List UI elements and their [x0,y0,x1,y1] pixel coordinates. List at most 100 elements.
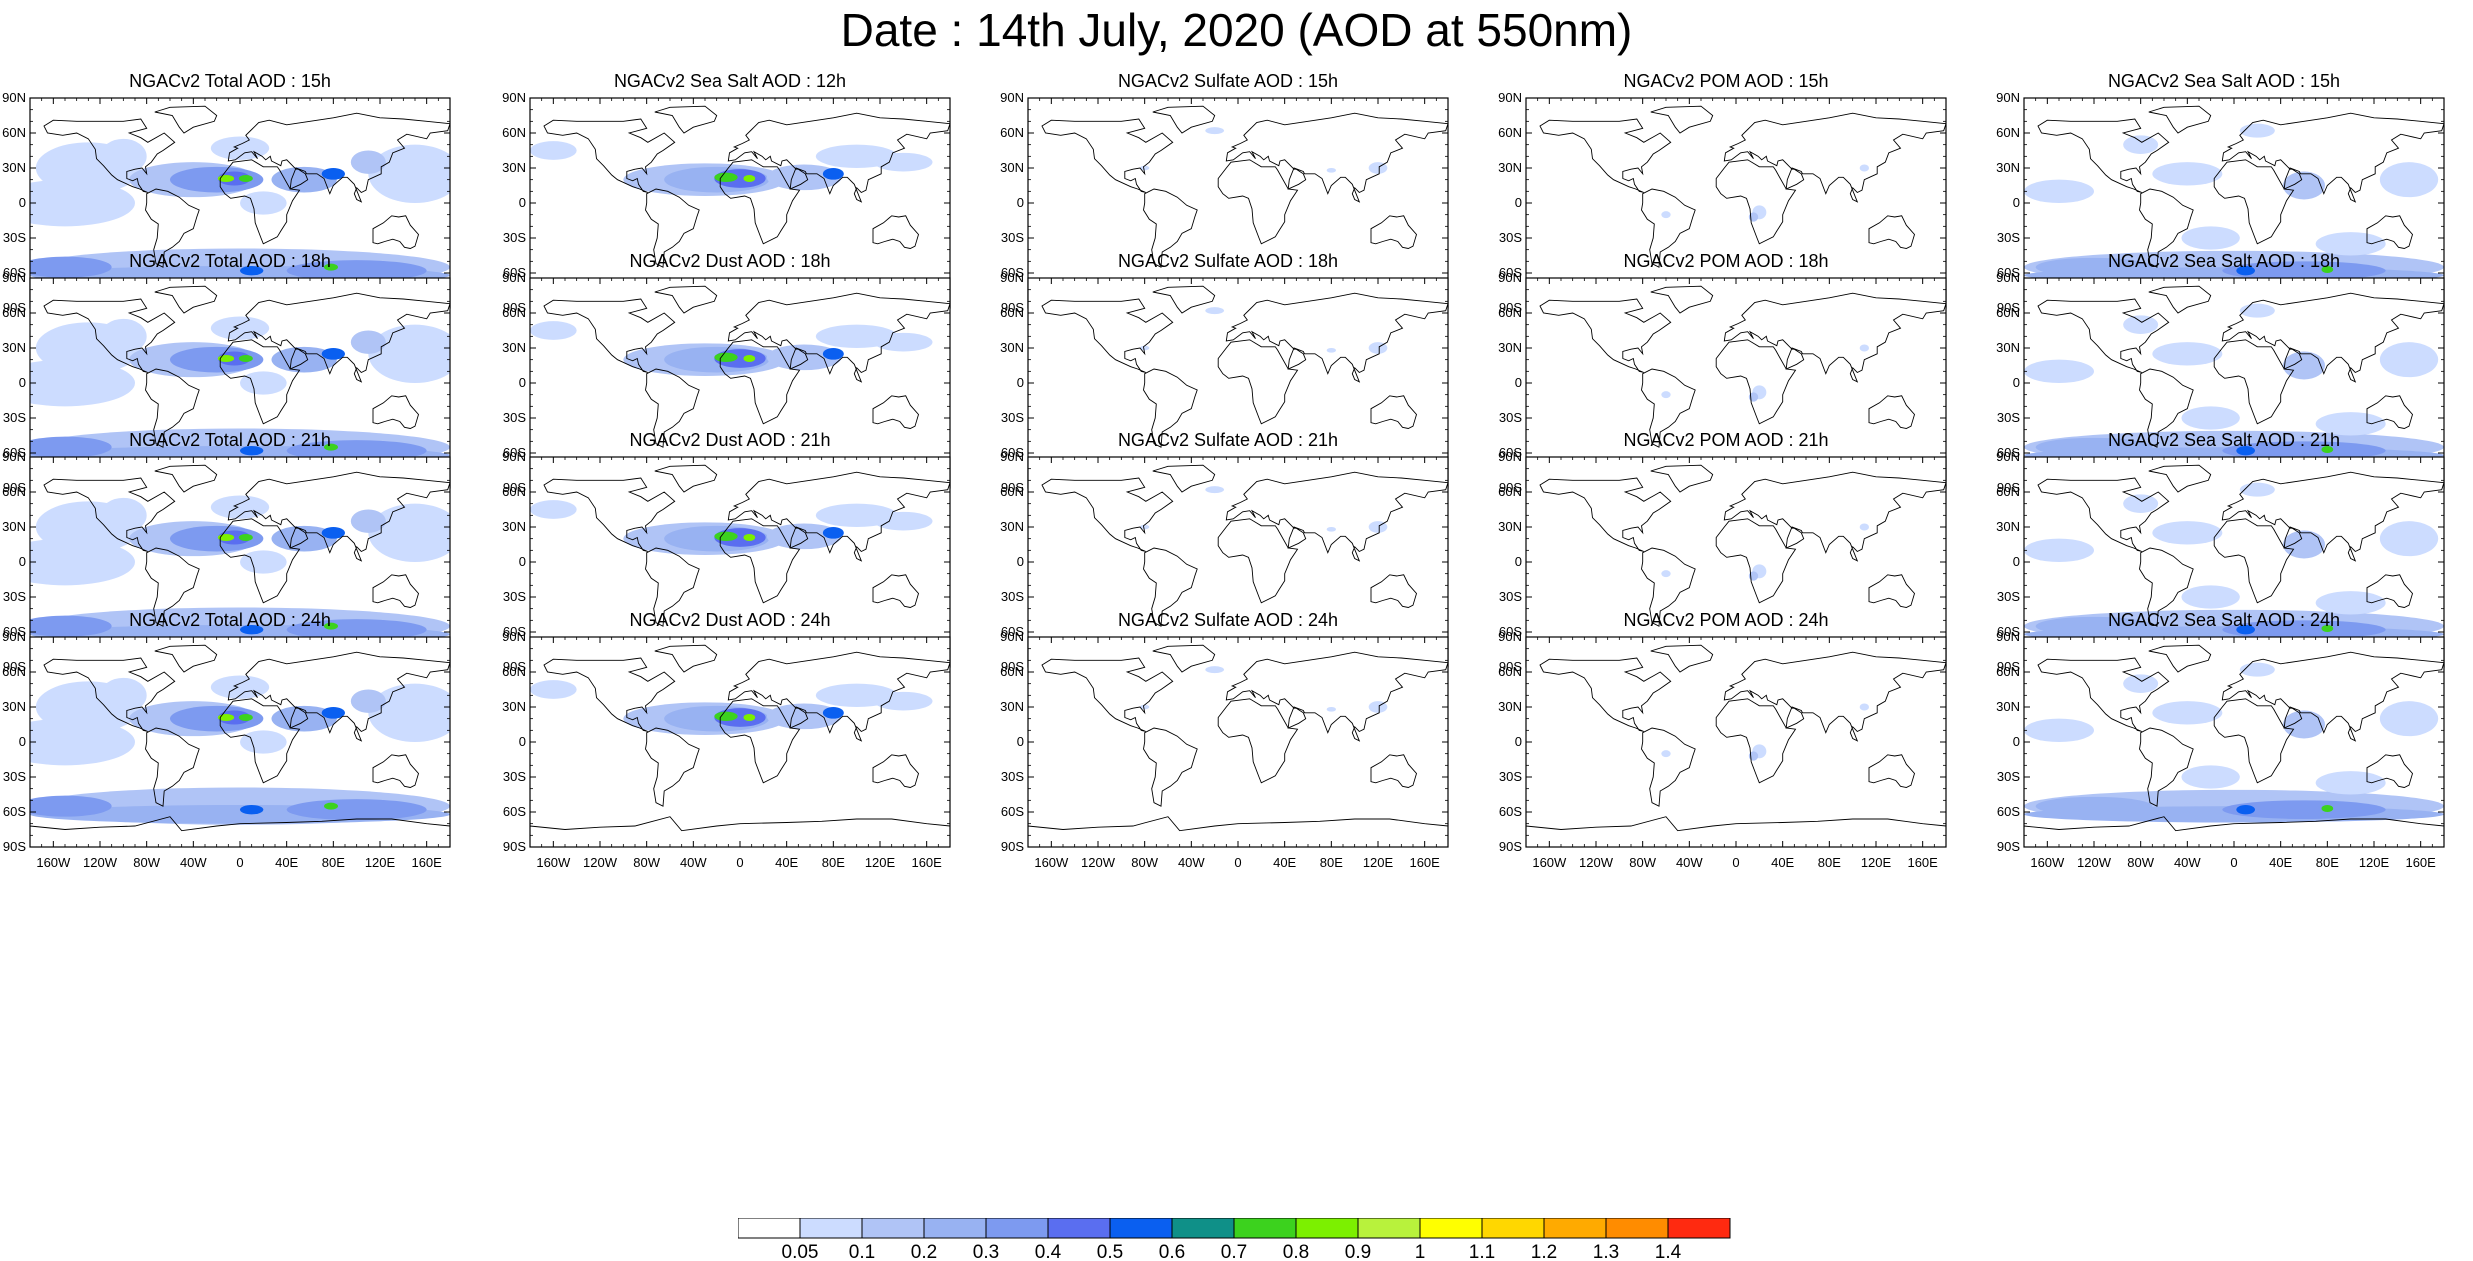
africa-outline [2213,339,2295,425]
colorbar-swatch [799,1218,863,1239]
aod-field-patch [324,443,338,451]
lat-tick-label: 90S [1499,659,1522,674]
aod-field-patch [1140,524,1150,530]
australia-outline [2366,395,2414,429]
lat-tick-label: 30N [1996,699,2020,714]
africa-outline [2213,698,2295,784]
lat-tick-label: 90N [502,270,526,285]
north-america-outline [1539,657,1672,732]
north-america-outline [43,477,176,552]
aod-field-patch [1140,165,1150,171]
lat-tick-label: 90N [1000,449,1024,464]
north-america-outline [543,118,676,193]
aod-field-patch [100,677,147,713]
lat-tick-label: 30N [1000,519,1024,534]
lat-tick-label: 60S [1001,265,1024,280]
lat-tick-label: 60N [1000,305,1024,320]
lon-tick-label: 80E [1320,855,1343,870]
eurasia-outline [227,651,450,742]
lon-tick-label: 0 [736,855,743,870]
aod-field-patch [2236,266,2255,276]
eurasia-outline [1225,292,1448,383]
aod-field-patch [100,318,147,354]
lat-tick-label: 60N [502,664,526,679]
lon-tick-label: 80W [2127,855,2154,870]
lat-tick-label: 30S [1997,769,2020,784]
lat-tick-label: 60S [1499,265,1522,280]
eurasia-outline [1225,471,1448,562]
colorbar-swatch [985,1218,1049,1239]
greenland-outline [154,464,218,493]
aod-field-patch [321,527,346,539]
lat-tick-label: 90S [1001,300,1024,315]
north-america-outline [1041,118,1174,193]
lat-tick-label: 60S [1997,624,2020,639]
world-map: 90N60N30N030S60S90S160W120W80W40W040E80E… [1000,90,1449,331]
greenland-outline [1650,105,1714,134]
lat-tick-label: 30N [1000,699,1024,714]
aod-field-patch [2035,437,2153,457]
map-panel: NGACv2 Sulfate AOD : 24h 90N 60N 30N 0 30S 60S… [998,609,1458,870]
aod-field-patch [2024,718,2094,742]
aod-field-patch [30,179,135,227]
lat-tick-label: 30N [1498,519,1522,534]
aod-field-patch [1326,707,1336,712]
aod-field-patch [240,550,287,574]
greenland-outline [2148,105,2212,134]
colorbar-swatch [1481,1218,1545,1239]
aod-field-patch [271,705,337,732]
aod-field-patch [30,359,135,407]
south-america-outline [1641,368,1696,448]
greenland-outline [154,285,218,314]
lat-tick-label: 0 [1017,734,1024,749]
aod-field-patch [238,714,253,721]
aod-field-patch [2315,232,2386,256]
aod-field-patch [2236,446,2255,456]
lat-tick-label: 30N [1498,340,1522,355]
north-america-outline [2037,657,2170,732]
aod-field-patch [350,330,386,354]
aod-field-patch [822,527,844,539]
world-map: 90N60N30N030S60S90S160W120W80W40W040E80E… [2,270,451,511]
africa-outline [219,698,301,784]
aod-field-patch [2379,521,2439,557]
north-america-outline [2037,298,2170,373]
lat-tick-label: 90N [1000,629,1024,644]
map-panel: NGACv2 Dust AOD : 24h 90N 60N 30N 0 30S 60S 90S… [500,609,960,870]
lon-tick-label: 0 [1234,855,1241,870]
lat-tick-label: 60S [1997,265,2020,280]
africa-outline [1217,698,1299,784]
world-map: 90N60N30N030S60S90S160W120W80W40W040E80E… [1996,90,2445,331]
lat-tick-label: 90N [1498,270,1522,285]
south-america-outline [1641,547,1696,627]
panel-title: NGACv2 Total AOD : 18h [129,251,331,271]
aod-field-patch [350,689,386,713]
lon-tick-label: 120W [583,855,618,870]
aod-field-patch [2283,710,2325,739]
aod-field-patch [2024,359,2094,383]
eurasia-outline [227,112,450,203]
aod-field-patch [217,530,251,545]
lat-tick-label: 90S [3,659,26,674]
aod-field-patch [217,351,251,366]
lat-tick-label: 0 [1515,375,1522,390]
lat-tick-label: 90S [3,300,26,315]
lat-tick-label: 90N [2,90,26,105]
lat-tick-label: 60S [1997,804,2020,819]
panel-title: NGACv2 Dust AOD : 24h [629,610,831,630]
aod-field-patch [210,136,270,160]
lat-tick-label: 60S [503,804,526,819]
lon-tick-label: 40W [2174,855,2201,870]
lat-tick-label: 30S [503,769,526,784]
lat-tick-label: 30N [1996,519,2020,534]
aod-field-patch [2222,261,2386,280]
lon-tick-label: 160E [2405,855,2436,870]
aod-field-patch [2035,796,2153,816]
aod-field-patch [368,683,450,742]
panel-title: NGACv2 POM AOD : 24h [1623,610,1829,630]
lat-tick-label: 30N [502,160,526,175]
lat-tick-label: 90N [1498,449,1522,464]
panel-title: NGACv2 Sulfate AOD : 18h [1117,251,1339,271]
aod-field-patch [240,191,287,215]
lat-tick-label: 90N [502,629,526,644]
